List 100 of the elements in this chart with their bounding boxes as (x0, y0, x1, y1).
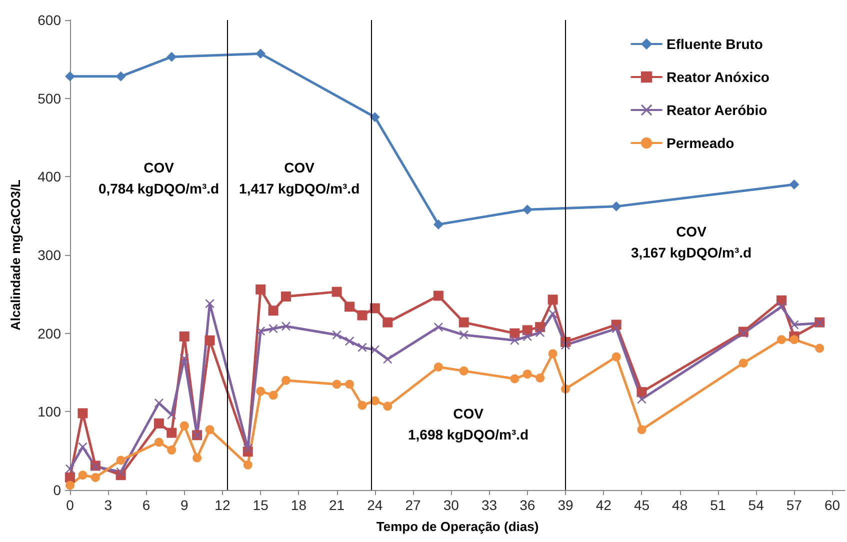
point (433, 219, 444, 230)
x-tick-label: 9 (180, 497, 188, 513)
point (790, 320, 799, 330)
point (522, 204, 532, 215)
point (65, 71, 75, 82)
x-tick-label: 54 (748, 497, 764, 513)
point (815, 344, 824, 353)
point (383, 354, 392, 364)
point (789, 180, 800, 190)
point (458, 317, 469, 328)
point (345, 336, 354, 346)
annotation: COV 1,417 kgDQO/m³.d (239, 160, 360, 196)
point (345, 380, 354, 389)
point (637, 425, 646, 434)
point (522, 370, 532, 379)
x-tick-label: 45 (634, 497, 650, 513)
point (167, 410, 176, 420)
point (536, 328, 545, 338)
point (243, 460, 252, 470)
point (78, 442, 88, 452)
x-tick-label: 33 (481, 497, 498, 513)
point (790, 335, 799, 344)
point (738, 358, 748, 368)
point (280, 292, 291, 302)
point (179, 331, 190, 342)
y-tick-label: 400 (38, 168, 62, 185)
x-tick-label: 21 (329, 497, 345, 513)
point (154, 398, 164, 408)
y-tick-label: 300 (38, 247, 62, 263)
x-tick-label: 27 (405, 497, 422, 513)
point (548, 294, 558, 305)
point (433, 290, 444, 301)
x-tick-label: 60 (824, 497, 840, 513)
x-tick-label: 30 (443, 497, 460, 513)
point (332, 286, 342, 297)
x-tick-label: 48 (672, 497, 688, 513)
x-tick-label: 57 (786, 497, 802, 513)
point (78, 470, 88, 480)
point (522, 325, 532, 336)
point (90, 472, 100, 482)
point (204, 335, 215, 346)
point (548, 349, 558, 358)
point (612, 324, 621, 334)
x-tick-label: 39 (558, 497, 574, 513)
x-tick-label: 18 (290, 497, 307, 513)
y-tick-label: 600 (38, 12, 62, 28)
point (116, 467, 126, 476)
y-tick-label: 0 (53, 482, 62, 498)
point (65, 472, 75, 482)
x-tick-label: 42 (596, 497, 612, 513)
point (256, 284, 266, 294)
point (268, 306, 278, 316)
point (776, 302, 786, 312)
point (180, 421, 189, 430)
point (167, 446, 176, 455)
point (256, 386, 266, 396)
point (357, 310, 368, 320)
y-tick-label: 500 (38, 90, 62, 106)
point (776, 335, 786, 344)
point (268, 390, 278, 400)
point (611, 201, 622, 212)
point (66, 464, 74, 474)
point (358, 342, 367, 352)
point (116, 71, 126, 82)
point (281, 376, 290, 385)
point (166, 428, 177, 438)
point (370, 112, 380, 122)
annotation: COV 0,784 kgDQO/m³.d (98, 160, 220, 196)
point (268, 324, 278, 334)
point (636, 387, 647, 398)
point (370, 303, 380, 314)
point (154, 438, 164, 447)
point (154, 418, 164, 428)
point (434, 322, 443, 332)
point (192, 453, 202, 462)
point (459, 366, 468, 376)
point (78, 408, 88, 418)
point (382, 317, 393, 328)
point (637, 394, 646, 404)
point (383, 402, 392, 411)
point (116, 456, 126, 465)
y-axis-title: Alcalindade mgCaCO3/L (8, 179, 23, 330)
legend-label: Permeado (666, 135, 734, 151)
x-tick-label: 36 (520, 497, 536, 513)
point (344, 302, 355, 312)
x-tick-label: 3 (104, 497, 112, 513)
point (332, 380, 342, 389)
point (459, 330, 468, 340)
point (281, 322, 290, 331)
point (358, 400, 367, 410)
point (205, 425, 214, 434)
y-tick-label: 200 (38, 325, 62, 342)
legend-label: Reator Aeróbio (666, 102, 768, 118)
x-tick-label: 12 (214, 497, 230, 513)
point (510, 328, 520, 338)
point (180, 354, 189, 363)
y-tick-label: 100 (38, 404, 62, 420)
point (434, 362, 443, 372)
point (536, 373, 545, 382)
x-tick-label: 15 (252, 497, 269, 513)
